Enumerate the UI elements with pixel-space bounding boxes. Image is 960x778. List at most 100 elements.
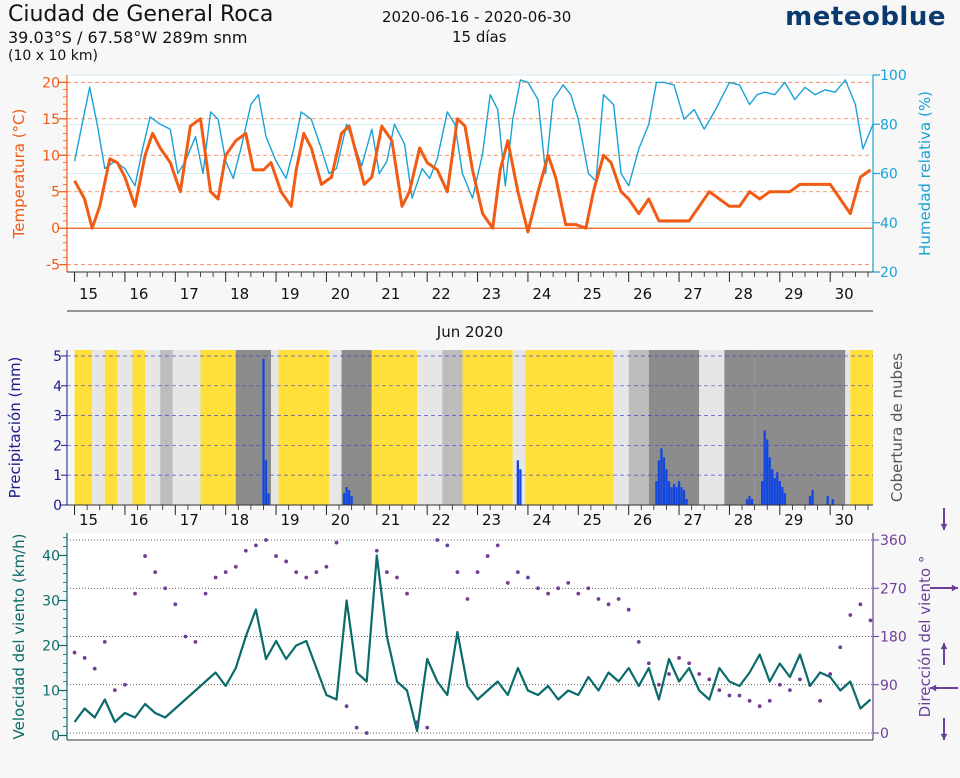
winddir-point	[223, 570, 228, 575]
winddir-point	[314, 570, 319, 575]
winddir-point	[485, 554, 490, 558]
precip-bar	[763, 430, 766, 505]
winddir-point	[243, 548, 248, 553]
precip-bar	[670, 487, 673, 505]
precip-bar	[685, 499, 688, 505]
windspeed-axis-title: Velocidad del viento (km/h)	[10, 534, 28, 740]
temp-tick-label: 5	[51, 185, 60, 201]
temp-x-label: 29	[784, 285, 803, 303]
winddir-point	[767, 698, 772, 703]
meteoblue-logo: meteoblue	[785, 2, 946, 32]
temp-tick-label: 15	[42, 112, 60, 128]
winddir-point	[163, 586, 168, 591]
precip-bar	[680, 487, 683, 505]
windspeed-tick-label: 0	[51, 729, 60, 745]
winddir-point	[737, 693, 742, 698]
winddir-point	[798, 677, 802, 682]
cloud-cover-band	[442, 350, 463, 505]
winddir-point	[707, 677, 712, 682]
winddir-point	[92, 666, 97, 671]
precip-x-label: 28	[734, 511, 753, 529]
winddir-point	[838, 645, 843, 650]
winddir-point	[717, 688, 722, 693]
windspeed-tick-label: 30	[42, 594, 60, 610]
windspeed-tick-label: 10	[42, 684, 60, 700]
temp-tick-label: -5	[46, 258, 60, 274]
precip-x-label: 30	[835, 511, 854, 529]
precip-bar	[519, 469, 522, 505]
humidity-tick-label: 20	[880, 265, 898, 281]
precip-bar	[657, 460, 661, 505]
humidity-tick-label: 80	[880, 117, 898, 133]
temp-axis-title: Temperatura (°C)	[10, 109, 28, 240]
windspeed-tick-label: 40	[42, 549, 60, 565]
cloud-cover-band	[628, 350, 649, 505]
arrow-south-bottom-icon-head	[940, 733, 948, 740]
precip-bar	[745, 499, 749, 505]
precip-bar	[345, 487, 348, 505]
precip-bar	[347, 490, 351, 505]
winddir-point	[495, 543, 500, 548]
winddir-point	[374, 548, 379, 553]
precip-bar	[665, 469, 668, 505]
winddir-point	[546, 591, 550, 596]
winddir-point	[848, 613, 853, 617]
temp-x-label: 30	[835, 285, 854, 303]
precip-bar	[267, 493, 270, 505]
winddir-point	[264, 538, 268, 542]
winddir-point	[213, 575, 218, 580]
temp-x-label: 23	[482, 285, 501, 303]
precip-bar	[677, 481, 681, 505]
temperature-line	[73, 117, 872, 234]
precip-bar	[778, 481, 781, 505]
winddir-point	[576, 591, 581, 596]
winddir-point	[747, 698, 752, 703]
winddir-point	[183, 634, 188, 639]
winddir-point	[818, 698, 823, 703]
winddir-point	[284, 559, 289, 564]
cloud-cover-band	[132, 350, 146, 505]
precip-bar	[831, 499, 834, 505]
location-coordinates: 39.03°S / 67.58°W 289m snm	[8, 28, 248, 47]
precip-bar	[682, 490, 686, 505]
winddir-point	[626, 607, 631, 612]
precip-tick-label: 2	[53, 438, 62, 454]
precip-tick-label: 0	[53, 498, 62, 514]
winddir-point	[566, 580, 571, 585]
cloud-cover-band	[328, 350, 342, 505]
winddir-point	[153, 570, 158, 575]
date-range: 2020-06-16 - 2020-06-30	[382, 8, 572, 26]
humidity-tick-label: 40	[880, 216, 898, 232]
winddir-tick-label: 180	[880, 630, 907, 646]
winddir-point	[536, 586, 540, 591]
winddir-point	[395, 575, 399, 580]
winddir-point	[777, 682, 782, 687]
temp-x-label: 24	[532, 285, 551, 303]
cloud-cover-band	[512, 350, 526, 505]
winddir-point	[858, 602, 863, 607]
precip-bar	[672, 484, 676, 505]
temp-plot-area	[67, 75, 873, 272]
temp-x-label: 27	[684, 285, 703, 303]
winddir-point	[203, 591, 208, 596]
precip-bar	[768, 457, 771, 505]
winddir-point	[72, 650, 77, 655]
precip-tick-label: 1	[53, 468, 62, 484]
cloud-cover-band	[172, 350, 201, 505]
precip-bar	[342, 493, 346, 505]
winddir-point	[586, 586, 591, 591]
winddir-point	[82, 656, 87, 660]
winddir-point	[636, 639, 641, 644]
winddir-point	[606, 602, 611, 607]
winddir-point	[324, 564, 329, 569]
cloud-cover-band	[613, 350, 629, 505]
winddir-point	[657, 682, 661, 687]
month-label: Jun 2020	[436, 323, 503, 341]
cloud-cover-band	[341, 350, 372, 505]
cloud-cover-band	[74, 350, 93, 505]
precip-x-label: 29	[784, 511, 803, 529]
temp-tick-label: 20	[42, 75, 60, 91]
humidity-tick-label: 60	[880, 167, 898, 183]
precip-bar	[748, 496, 751, 505]
location-title: Ciudad de General Roca	[8, 2, 274, 27]
